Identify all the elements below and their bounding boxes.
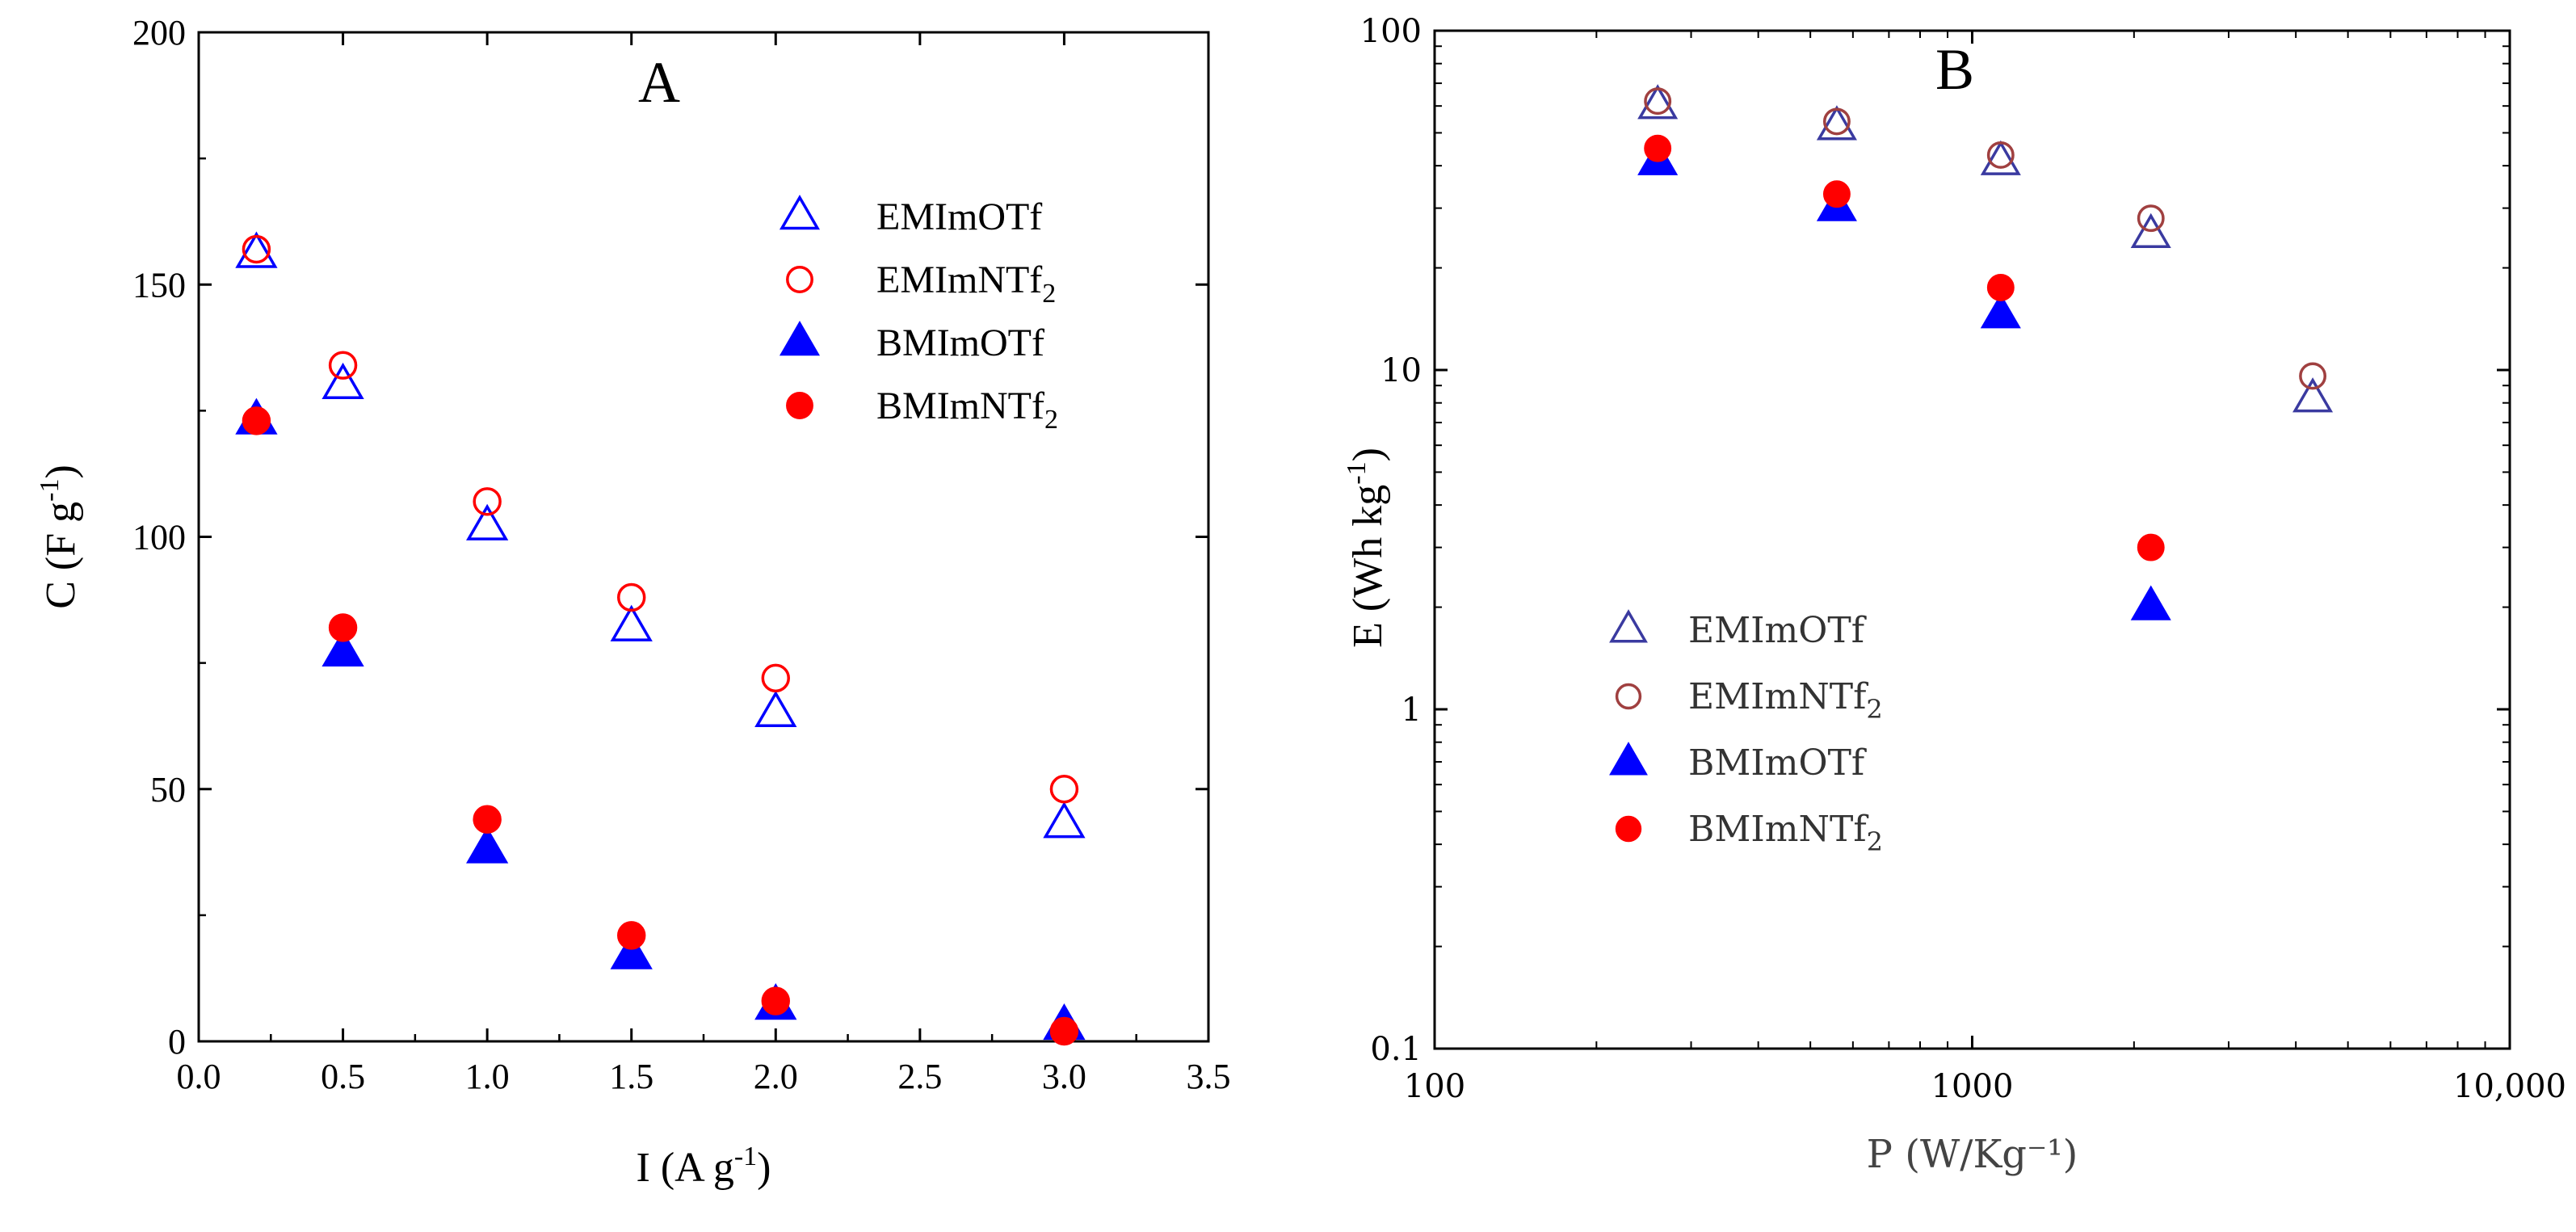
data-point-EMImOTf [1980,140,2021,175]
data-point-BMImOTf [1980,293,2021,329]
x-tick-label: 0.0 [177,1057,221,1096]
x-tick-label: 1.0 [465,1057,510,1096]
y-tick-label: 150 [132,265,186,305]
x-tick-label: 2.0 [754,1057,798,1096]
data-point-BMImNTf2 [328,613,358,642]
y-tick-label: 0.1 [1370,1031,1422,1068]
data-point-BMImNTf2 [617,921,646,950]
data-point-BMImNTf2 [242,406,271,435]
x-tick-label: 1000 [1931,1068,2014,1105]
data-point-EMImOTf [1637,84,1679,120]
y-axis-title: E (Wh kg-1) [1342,448,1391,648]
y-tick-label: 100 [132,518,186,557]
legend-label: EMImOTf [876,196,1042,238]
x-tick-label: 10,000 [2453,1068,2566,1105]
data-point-BMImNTf2 [1049,1016,1079,1046]
data-point-EMImNTf2 [1644,87,1672,116]
x-tick-label: 0.5 [321,1057,365,1096]
x-axis-title: P (W/Kg⁻¹) [1867,1132,2078,1177]
x-tick-label: 1.5 [609,1057,653,1096]
legend-label: BMImOTf [876,322,1044,364]
x-axis-title: I (A g-1) [637,1142,771,1191]
data-point-EMImNTf2 [1986,141,2015,169]
data-point-BMImNTf2 [1822,180,1851,208]
data-point-EMImOTf [610,604,653,641]
data-point-EMImNTf2 [761,663,790,693]
panel-label: A [638,50,680,115]
legend-marker-EMImOTf [1609,609,1648,643]
panel-a-frame [197,31,1210,1043]
data-point-EMImNTf2 [1822,107,1851,136]
panel-b-frame [1433,29,2511,1050]
data-point-EMImOTf [754,690,797,727]
y-axis-title: C (F g-1) [35,465,84,609]
y-tick-label: 200 [132,13,186,53]
panel-b: 100 1000 10,000 0.1 1 10 100 P (W/Kg⁻¹) E (Wh kg… [1342,13,2566,1177]
panel-label: B [1935,37,1974,102]
data-point-BMImOTf [610,932,653,969]
data-point-BMImOTf [466,826,509,864]
x-tick-label: 3.5 [1187,1057,1231,1096]
data-point-BMImNTf2 [1986,273,2015,301]
panel-a: 0.0 0.5 1.0 1.5 2.0 2.5 3.0 3.5 0 50 100 150 200 I (A… [35,13,1231,1191]
data-point-EMImOTf [2130,212,2171,249]
data-point-EMImNTf2 [473,487,502,516]
data-point-BMImNTf2 [761,986,790,1015]
data-point-BMImOTf [321,629,364,667]
data-point-EMImOTf [1816,105,1857,141]
legend-label: BMImNTf2 [1688,809,1883,857]
legend-label: EMImOTf [1688,610,1867,651]
legend-marker-BMImNTf2 [1615,815,1642,843]
legend-label: EMImNTf2 [1688,676,1883,725]
data-point-EMImNTf2 [328,351,358,380]
legend-label: BMImNTf2 [876,385,1058,435]
data-point-EMImNTf2 [242,234,271,264]
data-point-EMImOTf [2292,377,2334,413]
y-tick-label: 0 [168,1022,186,1062]
legend-marker-EMImNTf2 [1615,683,1642,710]
data-point-BMImNTf2 [1644,134,1672,162]
data-point-EMImOTf [235,231,278,268]
data-point-EMImOTf [321,362,364,400]
y-tick-label: 10 [1380,352,1422,389]
data-point-BMImOTf [2130,585,2171,620]
data-point-EMImNTf2 [2137,204,2165,233]
legend-marker-EMImNTf2 [786,266,813,293]
y-tick-label: 1 [1401,692,1422,729]
legend-label: BMImOTf [1688,742,1867,784]
data-point-BMImNTf2 [2137,533,2165,561]
x-tick-label: 100 [1404,1068,1465,1105]
legend-label: EMImNTf2 [876,259,1056,309]
x-tick-label: 2.5 [897,1057,942,1096]
data-point-EMImOTf [466,503,509,540]
legend-marker-BMImNTf2 [786,392,813,419]
legend-marker-BMImOTf [779,320,821,356]
data-point-EMImNTf2 [2299,362,2327,390]
x-tick-label: 3.0 [1042,1057,1086,1096]
data-point-BMImNTf2 [473,805,502,834]
data-point-EMImNTf2 [617,582,646,612]
legend-marker-BMImOTf [1609,742,1648,776]
data-point-EMImOTf [1043,801,1086,839]
legend-marker-EMImOTf [779,194,821,230]
y-tick-label: 100 [1360,13,1422,50]
y-tick-label: 50 [150,770,186,809]
data-point-EMImNTf2 [1049,775,1079,804]
